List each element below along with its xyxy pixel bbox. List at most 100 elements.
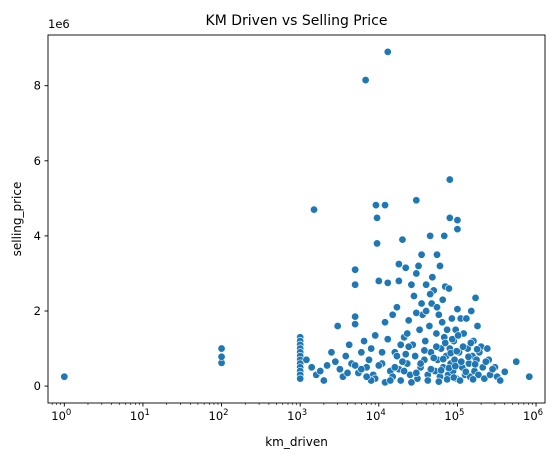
scatter-point xyxy=(396,376,405,385)
scatter-point xyxy=(217,352,226,361)
scatter-point xyxy=(381,201,390,210)
scatter-point xyxy=(412,308,421,317)
scatter-point xyxy=(459,342,468,351)
scatter-point xyxy=(319,376,328,385)
scatter-point xyxy=(453,216,462,225)
scatter-point xyxy=(488,365,497,374)
scatter-point xyxy=(432,342,441,351)
scatter-point xyxy=(400,367,409,376)
x-tick-label: 100 xyxy=(51,408,71,423)
scatter-point xyxy=(466,338,475,347)
x-tick-label: 105 xyxy=(444,408,464,423)
scatter-point xyxy=(433,250,442,259)
x-axis-ticks: 100 101 102 103 104 105 106 xyxy=(51,403,543,423)
scatter-point xyxy=(409,291,418,300)
scatter-point xyxy=(373,213,382,222)
scatter-point xyxy=(401,263,410,272)
scatter-point xyxy=(360,337,369,346)
scatter-point xyxy=(443,375,452,384)
scatter-point xyxy=(373,239,382,248)
scatter-point xyxy=(453,305,462,314)
scatter-point xyxy=(394,276,403,285)
scatter-point xyxy=(438,295,447,304)
scatter-point xyxy=(427,299,436,308)
scatter-point xyxy=(302,355,311,364)
scatter-point xyxy=(394,260,403,269)
scatter-point xyxy=(296,374,305,383)
scatter-point xyxy=(351,361,360,370)
scatter-point xyxy=(474,370,483,379)
scatter-point xyxy=(401,350,410,359)
scatter-point xyxy=(398,235,407,244)
scatter-point xyxy=(415,325,424,334)
scatter-point xyxy=(454,331,463,340)
scatter-point xyxy=(383,335,392,344)
scatter-point xyxy=(445,213,454,222)
x-axis-label: km_driven xyxy=(265,435,328,449)
scatter-point xyxy=(390,363,399,372)
scatter-point xyxy=(447,314,456,323)
scatter-point xyxy=(407,378,416,387)
scatter-point xyxy=(453,225,462,234)
scatter-point xyxy=(357,365,366,374)
x-tick-label: 101 xyxy=(130,408,150,423)
scatter-point xyxy=(429,353,438,362)
y-axis-offset-text: 1e6 xyxy=(48,17,70,31)
scatter-point xyxy=(512,357,521,366)
scatter-point xyxy=(480,374,489,383)
scatter-point xyxy=(469,375,478,384)
scatter-point xyxy=(428,273,437,282)
scatter-point xyxy=(461,367,470,376)
scatter-point xyxy=(496,376,505,385)
scatter-point xyxy=(525,372,534,381)
scatter-point xyxy=(392,352,401,361)
scatter-point xyxy=(444,284,453,293)
scatter-point xyxy=(417,250,426,259)
scatter-point xyxy=(412,269,421,278)
scatter-point xyxy=(217,344,226,353)
scatter-point xyxy=(310,205,319,214)
y-tick-label: 0 xyxy=(34,379,41,393)
scatter-point xyxy=(404,316,413,325)
scatter-point xyxy=(443,325,452,334)
scatter-point xyxy=(421,337,430,346)
scatter-point xyxy=(422,280,431,289)
scatter-point xyxy=(417,299,426,308)
scatter-point xyxy=(434,377,443,386)
scatter-point xyxy=(351,320,360,329)
scatter-point xyxy=(438,318,447,327)
scatter-point xyxy=(500,367,509,376)
scatter-point xyxy=(367,344,376,353)
x-tick-label: 103 xyxy=(287,408,307,423)
scatter-point xyxy=(451,362,460,371)
scatter-point xyxy=(383,278,392,287)
scatter-point xyxy=(420,346,429,355)
scatter-point xyxy=(392,303,401,312)
scatter-point xyxy=(341,352,350,361)
y-tick-label: 8 xyxy=(34,79,41,93)
scatter-point xyxy=(371,201,380,210)
scatter-point xyxy=(404,342,413,351)
scatter-point xyxy=(448,335,457,344)
scatter-point xyxy=(434,310,443,319)
scatter-point xyxy=(343,368,352,377)
x-tick-label: 104 xyxy=(366,408,386,423)
scatter-point xyxy=(345,340,354,349)
scatter-point xyxy=(435,261,444,270)
scatter-point xyxy=(398,357,407,366)
scatter-point xyxy=(351,312,360,321)
y-tick-label: 6 xyxy=(34,154,41,168)
scatter-point xyxy=(439,355,448,364)
scatter-point xyxy=(423,376,432,385)
scatter-point xyxy=(462,314,471,323)
x-tick-label: 102 xyxy=(209,408,229,423)
y-axis-label: selling_price xyxy=(10,182,24,257)
scatter-point xyxy=(60,372,69,381)
scatter-point xyxy=(357,348,366,357)
scatter-point xyxy=(422,306,431,315)
scatter-point xyxy=(362,372,371,381)
scatter-point xyxy=(445,175,454,184)
x-tick-label: 106 xyxy=(523,408,543,423)
scatter-point xyxy=(473,345,482,354)
